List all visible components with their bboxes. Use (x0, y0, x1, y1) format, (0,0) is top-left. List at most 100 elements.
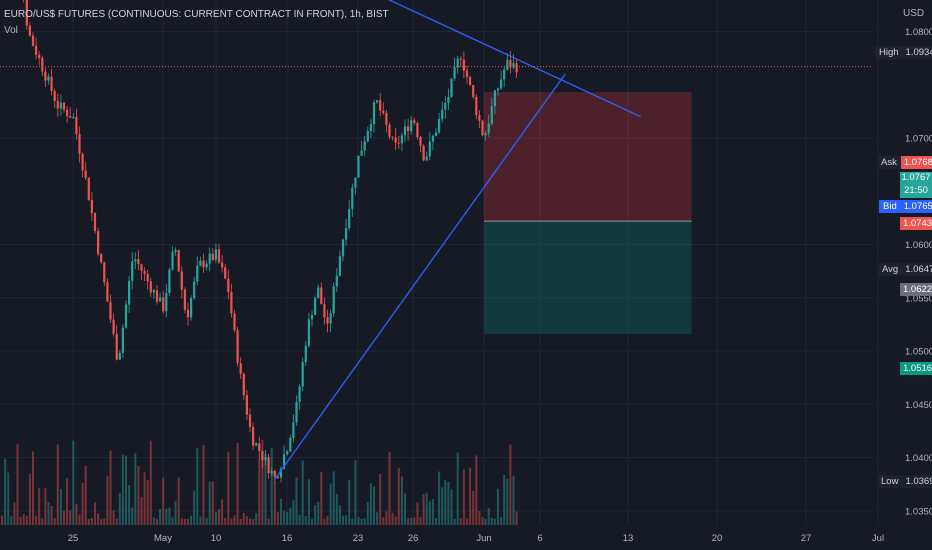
candle-body (239, 363, 242, 374)
candle-body (391, 136, 394, 138)
volume-bar (193, 490, 196, 525)
candle-body (379, 100, 382, 111)
candle-body (28, 25, 31, 36)
volume-bar (264, 453, 267, 525)
candle-body (425, 156, 428, 161)
volume-bar (202, 445, 205, 525)
volume-bar (41, 518, 44, 525)
volume-bar (47, 501, 50, 525)
volume-bar (22, 514, 25, 525)
candle-body (236, 330, 239, 364)
candle-body (462, 59, 465, 71)
low-price-tag: Low 1.0369 (877, 475, 932, 488)
candle-body (447, 96, 450, 104)
volume-bar (444, 480, 447, 525)
volume-bar (121, 454, 124, 525)
x-tick-label: 13 (623, 533, 634, 544)
candle-body (283, 454, 286, 469)
candle-body (109, 301, 112, 320)
candle-body (413, 120, 416, 124)
candle-body (382, 110, 385, 113)
volume-bar (345, 515, 348, 525)
volume-bar (171, 517, 174, 525)
candle-body (478, 115, 481, 121)
candle-body (444, 103, 447, 110)
volume-bar (208, 481, 211, 525)
candle-body (217, 249, 221, 263)
volume-bar (472, 491, 475, 525)
volume-bar (97, 513, 100, 525)
volume-bar (410, 517, 413, 525)
volume-bar (397, 468, 400, 525)
candle-body (47, 76, 50, 81)
candle-body (484, 133, 487, 136)
candle-body (112, 319, 115, 334)
volume-bar (221, 499, 224, 525)
x-tick-label: 16 (282, 533, 293, 544)
target-level-value: 1.0516 (900, 362, 932, 375)
candle-body (59, 102, 62, 109)
volume-bar (100, 519, 103, 525)
volume-bar (66, 478, 69, 525)
ask-label: Ask (877, 156, 901, 169)
volume-bar (438, 471, 441, 525)
volume-bar (382, 517, 385, 525)
target-level-tag: 1.0516 (900, 362, 932, 375)
candle-body (357, 155, 360, 178)
price-axis[interactable]: 1.09501.09001.08501.08001.07001.06001.05… (905, 0, 932, 517)
volume-bar (453, 518, 456, 525)
candle-body (224, 267, 227, 279)
candle-body (465, 70, 469, 78)
candle-body (419, 137, 422, 146)
candle-body (469, 77, 472, 85)
candle-body (441, 109, 444, 120)
volume-bar (413, 517, 416, 525)
take-profit-zone (484, 221, 692, 334)
candle-body (366, 131, 369, 142)
candle-body (314, 298, 317, 315)
candle-body (512, 63, 515, 68)
volume-bar (478, 511, 481, 525)
candle-body (177, 249, 180, 272)
y-tick-label: 1.0350 (905, 506, 932, 517)
volume-bar (252, 518, 255, 525)
x-tick-label: 26 (408, 533, 419, 544)
volume-bar (149, 440, 152, 525)
volume-bar (50, 505, 53, 525)
candle-body (434, 132, 438, 136)
volume-bar (391, 512, 394, 525)
candle-body (493, 90, 496, 107)
candle-body (155, 290, 159, 302)
candle-body (75, 117, 78, 135)
volume-bar (484, 518, 487, 525)
candle-body (490, 106, 493, 124)
candle-body (273, 470, 276, 477)
volume-bar (25, 515, 28, 525)
volume-bar (134, 453, 137, 525)
volume-bar (366, 501, 369, 525)
entry-level-tag: 1.0622 (900, 283, 932, 296)
volume-bar (500, 517, 503, 525)
candle-body (338, 256, 341, 276)
candle-body (267, 456, 270, 474)
drawing-lines[interactable] (0, 0, 873, 480)
volume-bar (196, 448, 199, 525)
candle-body (252, 426, 255, 446)
chart-title: EURO/US$ FUTURES (CONTINUOUS: CURRENT CO… (4, 9, 389, 20)
candle-body (41, 58, 44, 72)
candle-body (394, 137, 397, 143)
high-label: High (875, 46, 903, 59)
volume-label: Vol (4, 25, 18, 36)
candle-body (438, 119, 441, 133)
candle-body (422, 145, 425, 161)
volume-bar (462, 469, 465, 525)
position-zones[interactable] (484, 92, 692, 334)
candle-body (31, 35, 35, 46)
currency-label: USD (903, 8, 925, 19)
volume-bar (190, 515, 193, 525)
last-price-value: 1.0767 (901, 172, 931, 183)
volume-bar (233, 515, 236, 525)
time-axis[interactable]: 25 May 10 16 23 26 Jun 6 13 20 27 Jul (68, 533, 884, 544)
